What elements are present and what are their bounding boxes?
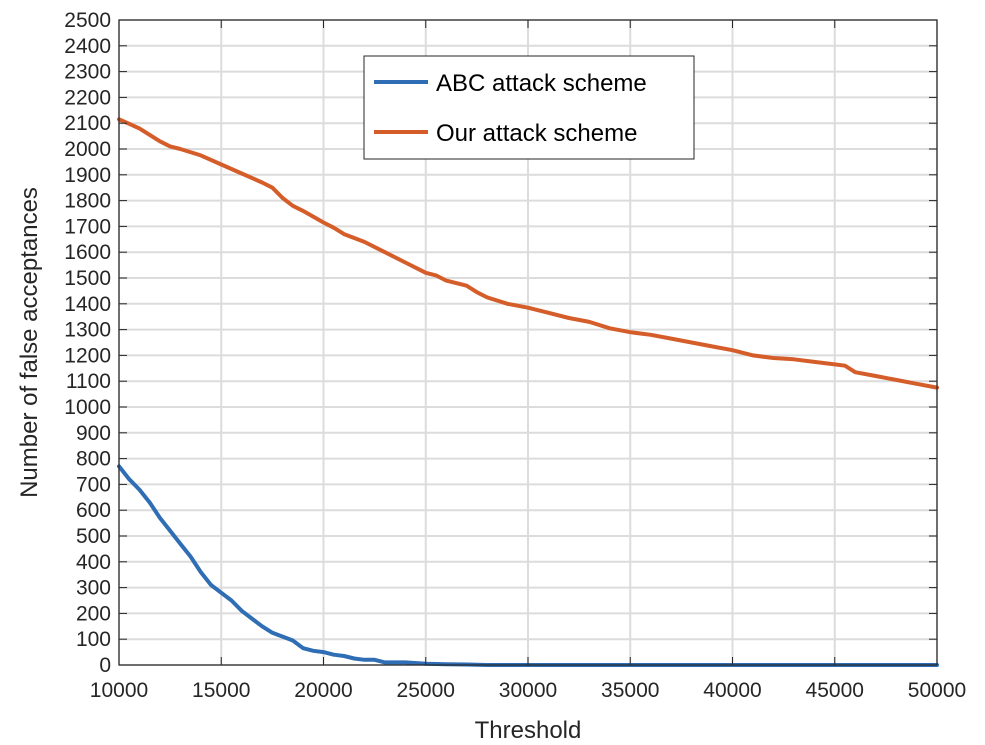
- y-tick-labels: 0100200300400500600700800900100011001200…: [64, 9, 111, 677]
- x-tick-label: 30000: [499, 679, 557, 702]
- y-tick-label: 100: [76, 628, 111, 651]
- x-tick-label: 45000: [806, 679, 864, 702]
- y-tick-label: 1500: [64, 267, 111, 290]
- legend: ABC attack scheme Our attack scheme: [363, 55, 695, 160]
- y-tick-label: 1400: [64, 293, 111, 316]
- y-tick-label: 1600: [64, 241, 111, 264]
- y-tick-label: 0: [99, 654, 111, 677]
- y-tick-label: 1300: [64, 319, 111, 342]
- x-tick-label: 10000: [90, 679, 148, 702]
- x-tick-label: 25000: [397, 679, 455, 702]
- y-tick-label: 600: [76, 499, 111, 522]
- y-tick-label: 800: [76, 448, 111, 471]
- x-tick-label: 15000: [192, 679, 250, 702]
- y-tick-label: 1100: [66, 370, 111, 393]
- y-tick-label: 500: [76, 525, 111, 548]
- y-tick-label: 200: [76, 602, 111, 625]
- legend-label-ours: Our attack scheme: [436, 120, 637, 147]
- y-tick-label: 1000: [64, 396, 111, 419]
- x-tick-label: 35000: [601, 679, 659, 702]
- legend-box: [363, 55, 695, 160]
- y-tick-label: 2100: [64, 112, 111, 135]
- y-tick-label: 300: [76, 577, 111, 600]
- y-tick-label: 2300: [64, 61, 111, 84]
- x-tick-label: 20000: [294, 679, 352, 702]
- y-tick-label: 2200: [64, 86, 111, 109]
- y-axis-title: Number of false acceptances: [16, 187, 43, 498]
- y-tick-label: 400: [76, 551, 111, 574]
- y-tick-label: 1900: [64, 164, 111, 187]
- ticks: [118, 19, 938, 666]
- x-tick-labels: 10000 15000 20000 25000 30000 35000 40000 45000…: [90, 679, 966, 702]
- y-tick-label: 2000: [64, 138, 111, 161]
- x-axis-title: Threshold: [475, 717, 582, 744]
- y-tick-label: 1200: [64, 344, 111, 367]
- y-tick-label: 700: [76, 473, 111, 496]
- y-tick-label: 2400: [64, 35, 111, 58]
- x-tick-label: 40000: [703, 679, 761, 702]
- y-tick-label: 1700: [64, 215, 111, 238]
- y-tick-label: 1800: [64, 190, 111, 213]
- y-tick-label: 900: [76, 422, 111, 445]
- legend-label-abc: ABC attack scheme: [436, 70, 647, 97]
- y-tick-label: 2500: [64, 9, 111, 32]
- x-tick-label: 50000: [908, 679, 966, 702]
- series-line-1: [117, 117, 939, 390]
